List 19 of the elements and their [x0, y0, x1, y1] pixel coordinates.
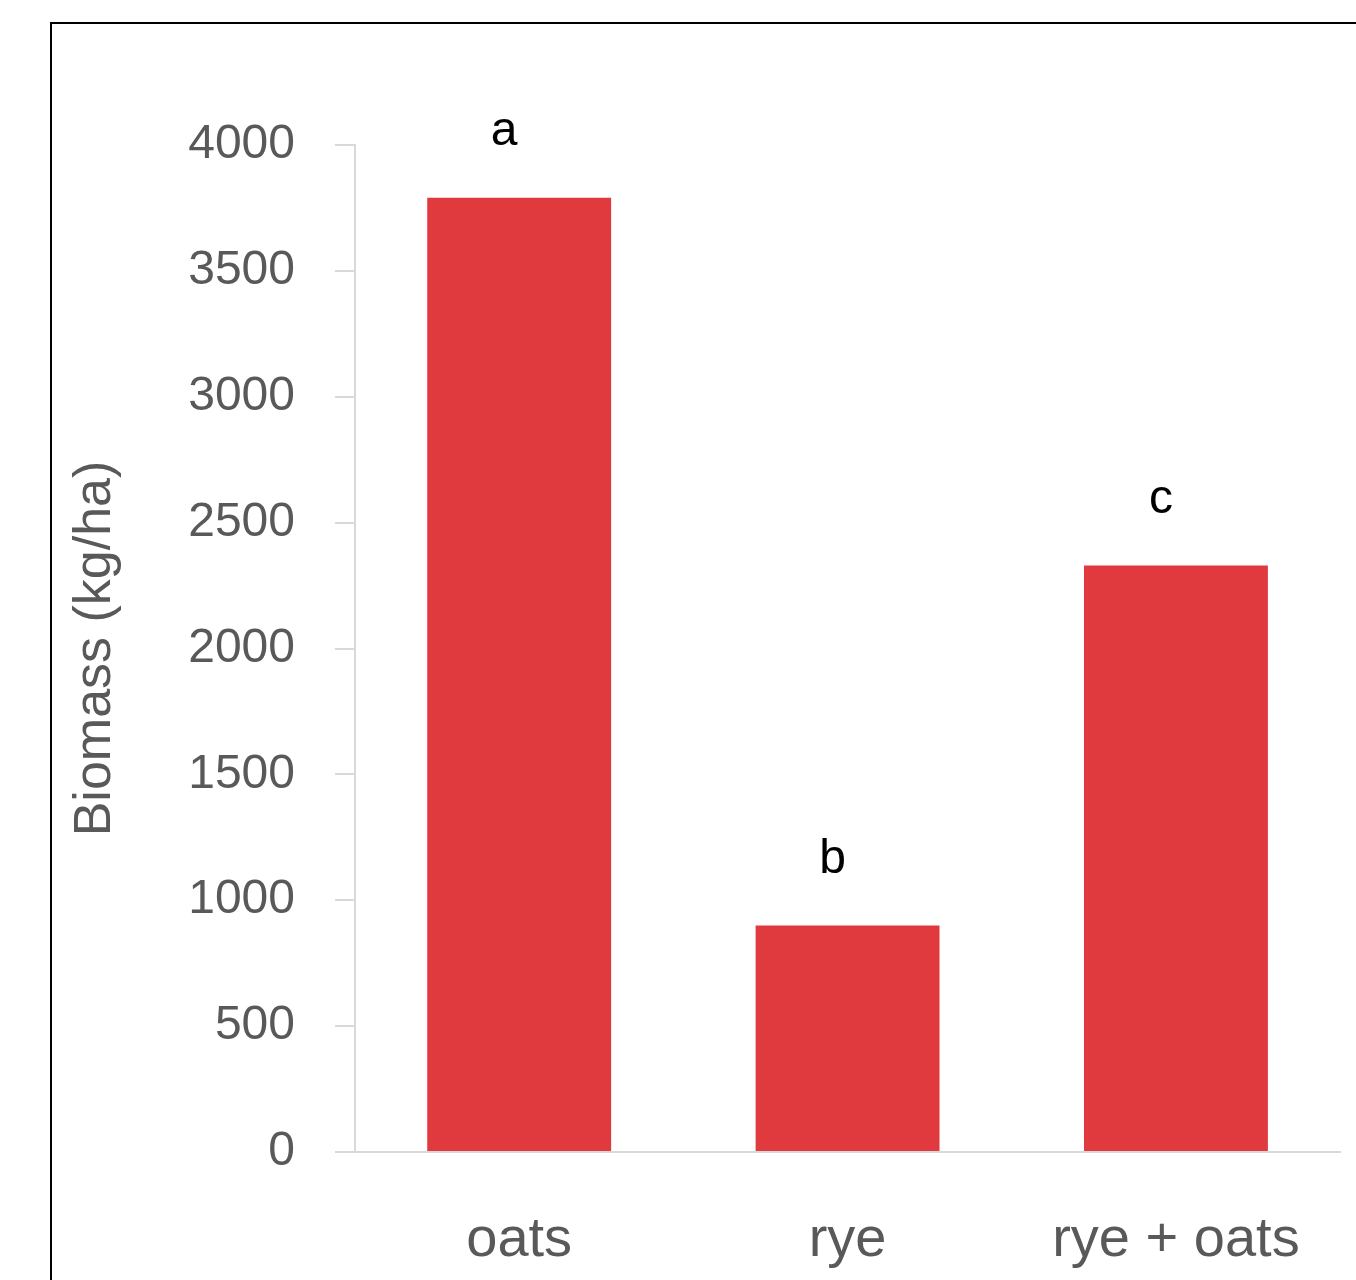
y-tick-label: 1500 [188, 744, 295, 798]
y-tick-label: 2500 [188, 492, 295, 546]
y-tick-label: 1000 [188, 870, 295, 924]
x-tick-label: oats [466, 1205, 573, 1269]
y-axis-title: Biomass (kg/ha) [62, 460, 121, 837]
y-tick-label: 500 [214, 996, 295, 1050]
annotation: c [1148, 469, 1173, 523]
bar [1083, 565, 1268, 1151]
x-tick-label: rye + oats [1052, 1205, 1300, 1269]
y-tick-label: 2000 [188, 618, 295, 672]
x-tick-label: rye [808, 1205, 887, 1269]
bar [755, 925, 940, 1151]
annotation: a [490, 102, 518, 156]
y-tick-label: 4000 [188, 115, 295, 169]
y-tick-label: 3500 [188, 241, 295, 295]
y-tick-label: 0 [268, 1122, 295, 1176]
bar [427, 197, 612, 1151]
y-tick-label: 3000 [188, 366, 295, 420]
annotation: b [819, 829, 846, 883]
